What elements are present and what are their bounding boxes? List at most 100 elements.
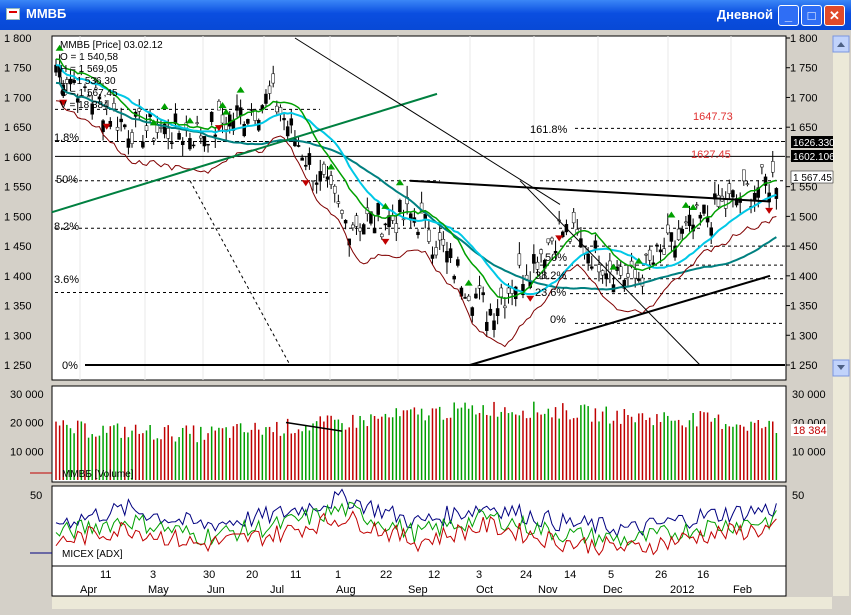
candle-body-115 (470, 307, 475, 316)
legend-name: ММВБ [Price] 03.02.12 (60, 40, 163, 51)
chart-area[interactable]: 1 800 1 800 1 750 1 750 1 700 1 700 1 650 1 650… (0, 30, 851, 610)
up-arrow-icon-10 (667, 211, 676, 218)
candle-body-17 (115, 126, 120, 131)
candle-body-173 (680, 228, 685, 234)
chart-svg[interactable]: 1 800 1 800 1 750 1 750 1 700 1 700 1 650 1 650… (0, 30, 851, 610)
candle-body-129 (521, 284, 525, 296)
up-arrow-icon-5 (149, 119, 158, 126)
price-tick-right-6: 1 500 (790, 211, 818, 223)
price-box-1-text: 1626.330 (793, 138, 835, 149)
candle-body-133 (535, 261, 540, 270)
up-arrow-icon-14 (381, 202, 390, 209)
price-grid (79, 36, 732, 380)
candle-body-77 (332, 185, 337, 194)
candle-body-79 (340, 210, 344, 214)
price-tick-left-5: 1 550 (4, 182, 32, 194)
time-month-2: Jun (207, 584, 225, 596)
up-arrow-icon-1 (327, 163, 336, 170)
time-month-6: Oct (476, 584, 493, 596)
candle-body-138 (553, 250, 558, 254)
down-arrow-icon-13 (765, 207, 774, 214)
fib-right-label-2: 50% (545, 252, 567, 264)
candle-body-46 (220, 114, 225, 124)
candle-body-140 (561, 231, 565, 238)
candle-body-71 (311, 180, 315, 182)
candle-body-107 (441, 239, 446, 246)
candle-body-128 (517, 253, 522, 266)
candle-body-100 (416, 231, 420, 236)
candle-body-83 (354, 215, 359, 227)
candle-body-113 (463, 297, 467, 299)
candle-body-72 (314, 182, 319, 185)
candle-body-52 (242, 123, 246, 137)
volume-plot-area[interactable] (51, 385, 787, 483)
up-arrow-icon-9 (464, 279, 473, 286)
price-tick-right-3: 1 650 (790, 122, 818, 134)
price-box-3-text: 1 567.45 (793, 173, 832, 184)
volume-bars (55, 401, 778, 480)
candle-body-118 (481, 292, 485, 296)
title-bar: ММВБ Дневной _ □ ✕ (0, 0, 851, 30)
candle-body-121 (492, 320, 496, 330)
candle-body-114 (466, 295, 471, 301)
price-tick-left-2: 1 700 (4, 92, 32, 104)
down-arrow-icon-3 (214, 125, 223, 132)
legend-low: L = 1 536,30 (60, 76, 116, 87)
target-mid-label: 1627.45 (691, 149, 731, 161)
candle-body-89 (376, 202, 380, 215)
candle-body-91 (383, 223, 388, 226)
price-tick-left-1: 1 750 (4, 63, 32, 75)
candle-body-165 (651, 262, 656, 265)
candle-body-122 (495, 308, 500, 317)
candle-body-125 (506, 287, 511, 294)
time-day-8: 3 (476, 569, 482, 581)
candle-body-175 (687, 214, 692, 227)
candle-body-55 (253, 109, 257, 121)
candle-body-103 (427, 229, 431, 242)
candle-body-10 (90, 103, 94, 115)
time-month-1: May (148, 584, 169, 596)
candle-body-196 (763, 176, 768, 186)
up-arrow-icon-8 (395, 179, 404, 186)
time-day-11: 5 (608, 569, 614, 581)
adx-tick-right: 50 (792, 490, 804, 502)
candle-body-156 (618, 266, 623, 276)
maximize-button[interactable]: □ (801, 5, 822, 26)
time-month-10: Feb (733, 584, 752, 596)
candle-body-167 (658, 249, 663, 253)
price-tick-left-11: 1 250 (4, 360, 32, 372)
price-tick-right-10: 1 300 (790, 330, 818, 342)
candle-body-106 (437, 232, 442, 241)
fib-label-2: 50% (56, 174, 78, 186)
candle-body-193 (752, 192, 757, 201)
ma-cyan-line (55, 64, 777, 296)
fib-right-label-4: 23.6% (535, 287, 566, 299)
time-day-12: 26 (655, 569, 667, 581)
candle-body-119 (485, 321, 489, 331)
candle-body-70 (307, 153, 312, 165)
volume-value-text: 18 384 (793, 425, 827, 437)
candle-body-42 (206, 143, 210, 146)
up-arrow-icon-4 (689, 203, 698, 210)
time-day-3: 20 (246, 569, 258, 581)
up-arrow-icon-17 (609, 263, 618, 270)
candle-body-110 (452, 275, 456, 280)
scroll-down-arrow-icon (837, 365, 845, 370)
candle-body-166 (655, 244, 659, 247)
candle-body-108 (445, 251, 449, 263)
candle-body-164 (647, 249, 652, 261)
candle-body-18 (119, 118, 123, 123)
chart-window-icon[interactable] (6, 8, 20, 20)
minimize-button[interactable]: _ (778, 5, 799, 26)
candle-body-179 (702, 204, 706, 214)
candle-body-0 (54, 64, 58, 73)
vertical-scrollbar[interactable] (833, 36, 849, 596)
candle-body-90 (380, 233, 384, 238)
candle-body-43 (209, 111, 214, 122)
price-tick-right-11: 1 250 (790, 360, 818, 372)
scroll-up-arrow-icon (837, 42, 845, 47)
candle-body-76 (329, 175, 333, 185)
candle-body-66 (293, 138, 297, 147)
horizontal-scrollbar[interactable] (52, 597, 832, 609)
close-button[interactable]: ✕ (824, 5, 845, 26)
